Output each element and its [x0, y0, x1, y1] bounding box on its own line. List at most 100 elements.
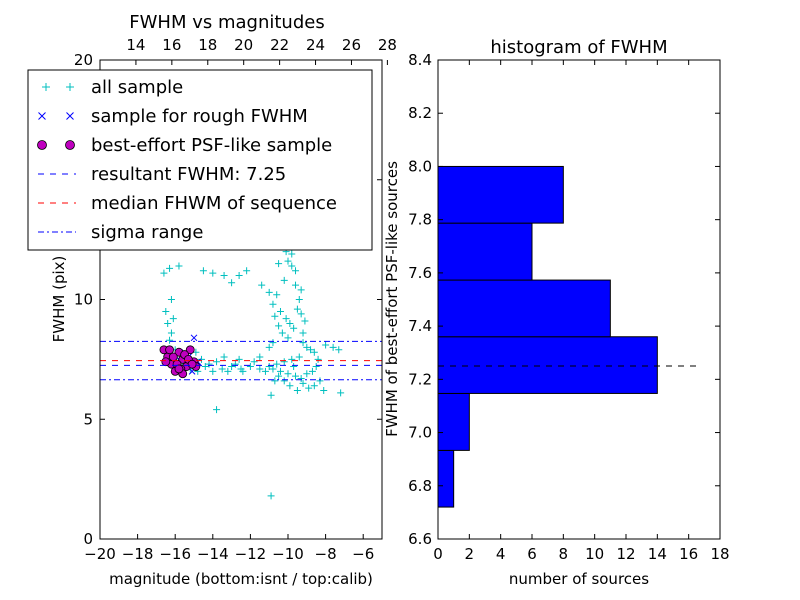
all-sample-point [160, 269, 168, 277]
top-x-tick-label: 22 [270, 36, 289, 54]
x-tick-label: 8 [559, 545, 569, 563]
all-sample-point [301, 317, 309, 325]
legend-x-marker [66, 112, 74, 120]
all-sample-point [205, 360, 213, 368]
all-sample-point [164, 319, 172, 327]
all-sample-point [273, 360, 281, 368]
all-sample-point [265, 363, 273, 371]
all-sample-point [297, 286, 305, 294]
histogram-title: histogram of FWHM [490, 37, 667, 58]
all-sample-point [286, 319, 294, 327]
y-tick-label: 8.2 [408, 104, 432, 122]
histogram-bar [437, 336, 658, 394]
all-sample-point [162, 307, 170, 315]
all-sample-point [280, 276, 288, 284]
y-tick-label: 6.6 [408, 530, 432, 548]
all-sample-point [292, 281, 300, 289]
x-tick-label: 10 [585, 545, 604, 563]
y-tick-label: 0 [83, 530, 93, 548]
all-sample-point [322, 341, 330, 349]
all-sample-point [261, 367, 269, 375]
all-sample-point [256, 353, 264, 361]
all-sample-point [288, 355, 296, 363]
all-sample-point [267, 492, 275, 500]
all-sample-point [269, 365, 277, 373]
all-sample-point [235, 272, 243, 280]
all-sample-point [310, 348, 318, 356]
all-sample-point [239, 367, 247, 375]
all-sample-point [167, 329, 175, 337]
legend-x-marker [38, 112, 46, 120]
all-sample-point [297, 310, 305, 318]
x-tick-label: −10 [272, 545, 304, 563]
all-sample-point [213, 358, 221, 366]
all-sample-point [224, 367, 232, 375]
x-tick-label: −18 [122, 545, 154, 563]
all-sample-point [288, 262, 296, 270]
all-sample-point [314, 355, 322, 363]
histogram-bar [437, 222, 533, 281]
legend-label: sample for rough FWHM [91, 106, 308, 127]
all-sample-point [243, 267, 251, 275]
all-sample-point [269, 300, 277, 308]
legend-label: sigma range [91, 222, 203, 243]
all-sample-point [267, 391, 275, 399]
histogram-bar [437, 392, 470, 451]
all-sample-point [228, 279, 236, 287]
legend-circle-marker [37, 140, 47, 150]
all-sample-point [209, 269, 217, 277]
all-sample-point [256, 365, 264, 373]
all-sample-point [284, 334, 292, 342]
y-tick-label: 7.4 [408, 317, 432, 335]
scatter-y-axis-label: FWHM (pix) [50, 256, 68, 343]
x-tick-label: −8 [315, 545, 337, 563]
x-tick-label: −20 [84, 545, 116, 563]
all-sample-point [297, 375, 305, 383]
scatter-ticks: −20 −18 −16 −14 −12 −10 −8 −6 14 16 18 20 22 24 26 28 0 5… [74, 36, 397, 563]
all-sample-point [284, 370, 292, 378]
rough-fwhm-sample-point [190, 334, 198, 342]
all-sample-point [265, 288, 273, 296]
all-sample-point [303, 370, 311, 378]
scatter-series-layer [159, 224, 345, 500]
all-sample-point [312, 363, 320, 371]
all-sample-point [213, 406, 221, 414]
all-sample-point [282, 315, 290, 323]
all-sample-point [299, 329, 307, 337]
y-tick-label: 6.8 [408, 477, 432, 495]
all-sample-point [310, 382, 318, 390]
all-sample-point [276, 367, 284, 375]
all-sample-point [209, 367, 217, 375]
x-tick-label: 16 [679, 545, 698, 563]
legend-plus-marker [66, 83, 74, 91]
histogram-bar [437, 279, 611, 338]
all-sample-point [308, 367, 316, 375]
histogram-y-axis-label: FWHM of best-effort PSF-like sources [383, 161, 401, 437]
legend-plus-marker [42, 83, 50, 91]
all-sample-point [218, 365, 226, 373]
all-sample-point [293, 387, 301, 395]
psf-like-sample-point [165, 345, 174, 355]
histogram-x-axis-label: number of sources [509, 570, 649, 588]
all-sample-point [175, 262, 183, 270]
all-sample-point [288, 250, 296, 258]
legend-box [27, 69, 373, 251]
all-sample-point [198, 355, 206, 363]
all-sample-point [292, 267, 300, 275]
psf-like-sample-point [161, 357, 171, 367]
all-sample-point [220, 353, 228, 361]
all-sample-point [290, 363, 298, 371]
x-tick-label: 14 [648, 545, 667, 563]
all-sample-point [299, 379, 307, 387]
all-sample-point [258, 281, 266, 289]
x-tick-label: 0 [433, 545, 443, 563]
histogram-bars-layer [437, 165, 658, 508]
all-sample-point [299, 339, 307, 347]
all-sample-point [275, 260, 283, 268]
top-x-tick-label: 14 [126, 36, 145, 54]
all-sample-point [201, 363, 209, 371]
scatter-x-axis-label: magnitude (bottom:isnt / top:calib) [109, 570, 373, 588]
all-sample-point [235, 355, 243, 363]
all-sample-point [273, 291, 281, 299]
all-sample-point [284, 257, 292, 265]
